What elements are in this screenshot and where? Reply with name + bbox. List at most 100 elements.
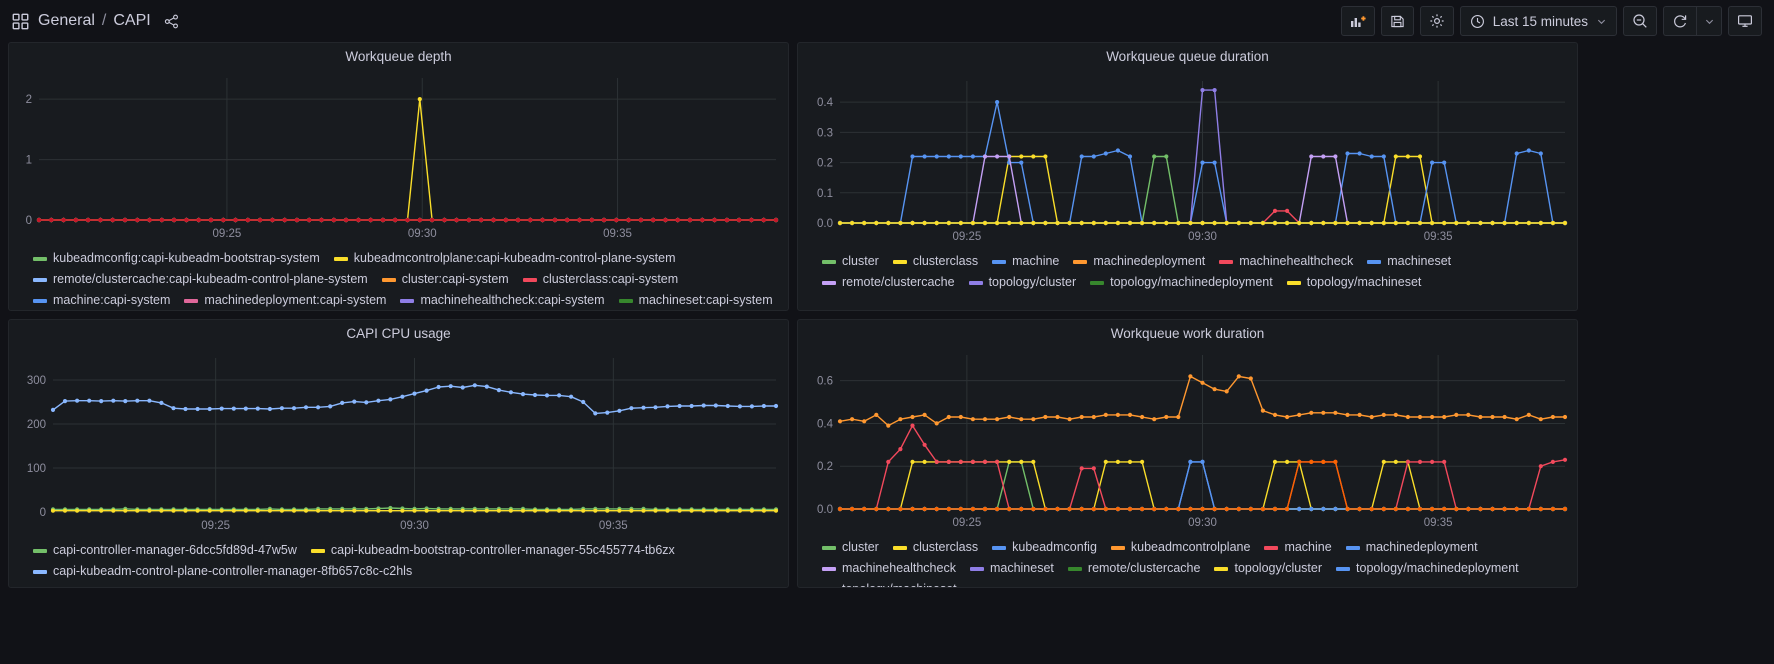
legend-item[interactable]: topology/machinedeployment [1090,272,1287,293]
series-point [1152,417,1157,422]
legend-item[interactable]: machineset:capi-system [618,290,787,310]
panel-title[interactable]: Workqueue queue duration [1106,49,1269,64]
refresh-interval-button[interactable] [1696,6,1722,36]
series-point [761,508,767,513]
legend-item[interactable]: cluster [822,537,893,558]
series-point [1502,220,1507,226]
series-point [725,403,730,409]
save-dashboard-button[interactable] [1380,6,1414,36]
refresh-button[interactable] [1663,6,1696,36]
legend-item[interactable]: machine [1264,537,1345,558]
legend-item[interactable]: capi-controller-manager-6dcc5fd89d-47w5w [33,540,311,561]
series-point [958,154,963,159]
series-point [1345,220,1350,226]
legend-item[interactable]: topology/machineset [1286,272,1436,293]
series-point [1393,220,1398,226]
series-point [1502,506,1507,512]
legend-item[interactable]: machinehealthcheck:capi-system [400,290,618,310]
legend-item[interactable]: kubeadmcontrolplane [1110,537,1265,558]
series-point [1188,506,1193,512]
series-point [1140,220,1145,226]
legend-item-label: machinedeployment [1365,540,1478,554]
legend-item[interactable]: machinehealthcheck [822,558,970,579]
legend-item[interactable]: topology/cluster [968,272,1091,293]
legend-item[interactable]: cluster [822,251,893,272]
series-point [1514,417,1519,422]
legend-item[interactable]: remote/clustercache [1067,558,1215,579]
series-point [1490,414,1495,420]
legend-item[interactable]: machineset [1367,251,1465,272]
dashboard-grid-icon[interactable] [12,13,29,30]
series-point [1442,220,1447,226]
panel-title[interactable]: CAPI CPU usage [346,326,451,341]
legend-item[interactable]: clusterclass [892,537,992,558]
series-point [430,217,435,223]
page-title[interactable]: CAPI [113,12,151,29]
panel-title[interactable]: Workqueue depth [345,49,452,64]
legend-item[interactable]: remote/clustercache:capi-kubeadm-control… [33,269,382,290]
series-point [279,406,284,411]
series-point [1152,220,1157,226]
legend-item[interactable]: machine [992,251,1073,272]
series-point [1043,154,1048,159]
share-icon[interactable] [160,14,179,29]
series-point [1309,220,1314,226]
series-point [1285,220,1290,226]
legend-item[interactable]: remote/clustercache [822,272,969,293]
legend-item[interactable]: machine:capi-system [33,290,184,310]
legend-item[interactable]: topology/machinedeployment [1336,558,1533,579]
series-point [1212,160,1217,165]
legend-item[interactable]: capi-kubeadm-bootstrap-controller-manage… [310,540,689,561]
series-point [581,399,586,405]
legend-item[interactable]: clusterclass [892,251,992,272]
series-point [1538,151,1543,156]
tv-mode-button[interactable] [1728,6,1762,36]
series-point [1007,459,1012,464]
legend-item[interactable]: capi-kubeadm-control-plane-controller-ma… [33,561,426,582]
series-point [1079,466,1084,471]
legend-item[interactable]: machinedeployment [1345,537,1492,558]
legend-item-label: machine [1284,540,1332,554]
series-point [1031,417,1036,422]
series-point [970,506,975,512]
series-point [653,405,658,410]
plot-workqueue-work-duration[interactable]: 0.0 0.2 0.4 0.6 09:25 09:30 09:35 [798,343,1577,535]
series-point [508,508,513,513]
legend-item[interactable]: machinehealthcheck [1219,251,1367,272]
legend-item[interactable]: cluster:capi-system [381,269,523,290]
plot-capi-cpu-usage[interactable]: 0 100 200 300 09:25 09:30 09:35 [9,346,788,538]
series-point [910,459,915,464]
series-point [1430,220,1435,226]
series-point [1357,220,1362,226]
legend-item[interactable]: kubeadmconfig:capi-kubeadm-bootstrap-sys… [33,248,334,269]
legend-item-label: machine [1012,254,1060,268]
legend-item[interactable]: topology/cluster [1214,558,1336,579]
plot-workqueue-queue-duration[interactable]: 0.0 0.1 0.2 0.3 0.4 09:25 09:30 09:35 [798,69,1577,249]
legend-item[interactable]: machinedeployment:capi-system [184,290,400,310]
series-point [388,508,393,513]
legend-item[interactable]: kubeadmcontrolplane:capi-kubeadm-control… [333,248,690,269]
series-point [1164,506,1169,512]
legend-item[interactable]: machinedeployment [1073,251,1219,272]
breadcrumb-folder[interactable]: General [38,12,95,29]
legend-item[interactable]: clusterclass:capi-system [522,269,692,290]
plot-workqueue-depth[interactable]: 0 1 2 09:25 09:30 09:35 [9,66,788,246]
legend-item[interactable]: machineset [969,558,1068,579]
legend-workqueue-work-duration: cluster clusterclass kubeadmconfig kubeadmc… [798,535,1577,587]
time-range-picker[interactable]: Last 15 minutes [1459,6,1617,36]
series-point [651,217,656,223]
zoom-out-button[interactable] [1623,6,1657,36]
series-point [1248,506,1253,512]
legend-item[interactable]: topology/machineset [822,579,971,587]
legend-item-label: topology/machinedeployment [1356,561,1519,575]
add-panel-button[interactable] [1340,6,1375,36]
series-point [50,508,56,513]
legend-item[interactable]: kubeadmconfig [992,537,1111,558]
panel-title[interactable]: Workqueue work duration [1110,326,1265,341]
x-axis-tick-label: 09:30 [1188,231,1217,243]
series-point [737,217,742,223]
legend-color-swatch [892,259,907,264]
dashboard-settings-button[interactable] [1419,6,1454,36]
series-point [593,508,598,513]
series-point [171,406,176,411]
